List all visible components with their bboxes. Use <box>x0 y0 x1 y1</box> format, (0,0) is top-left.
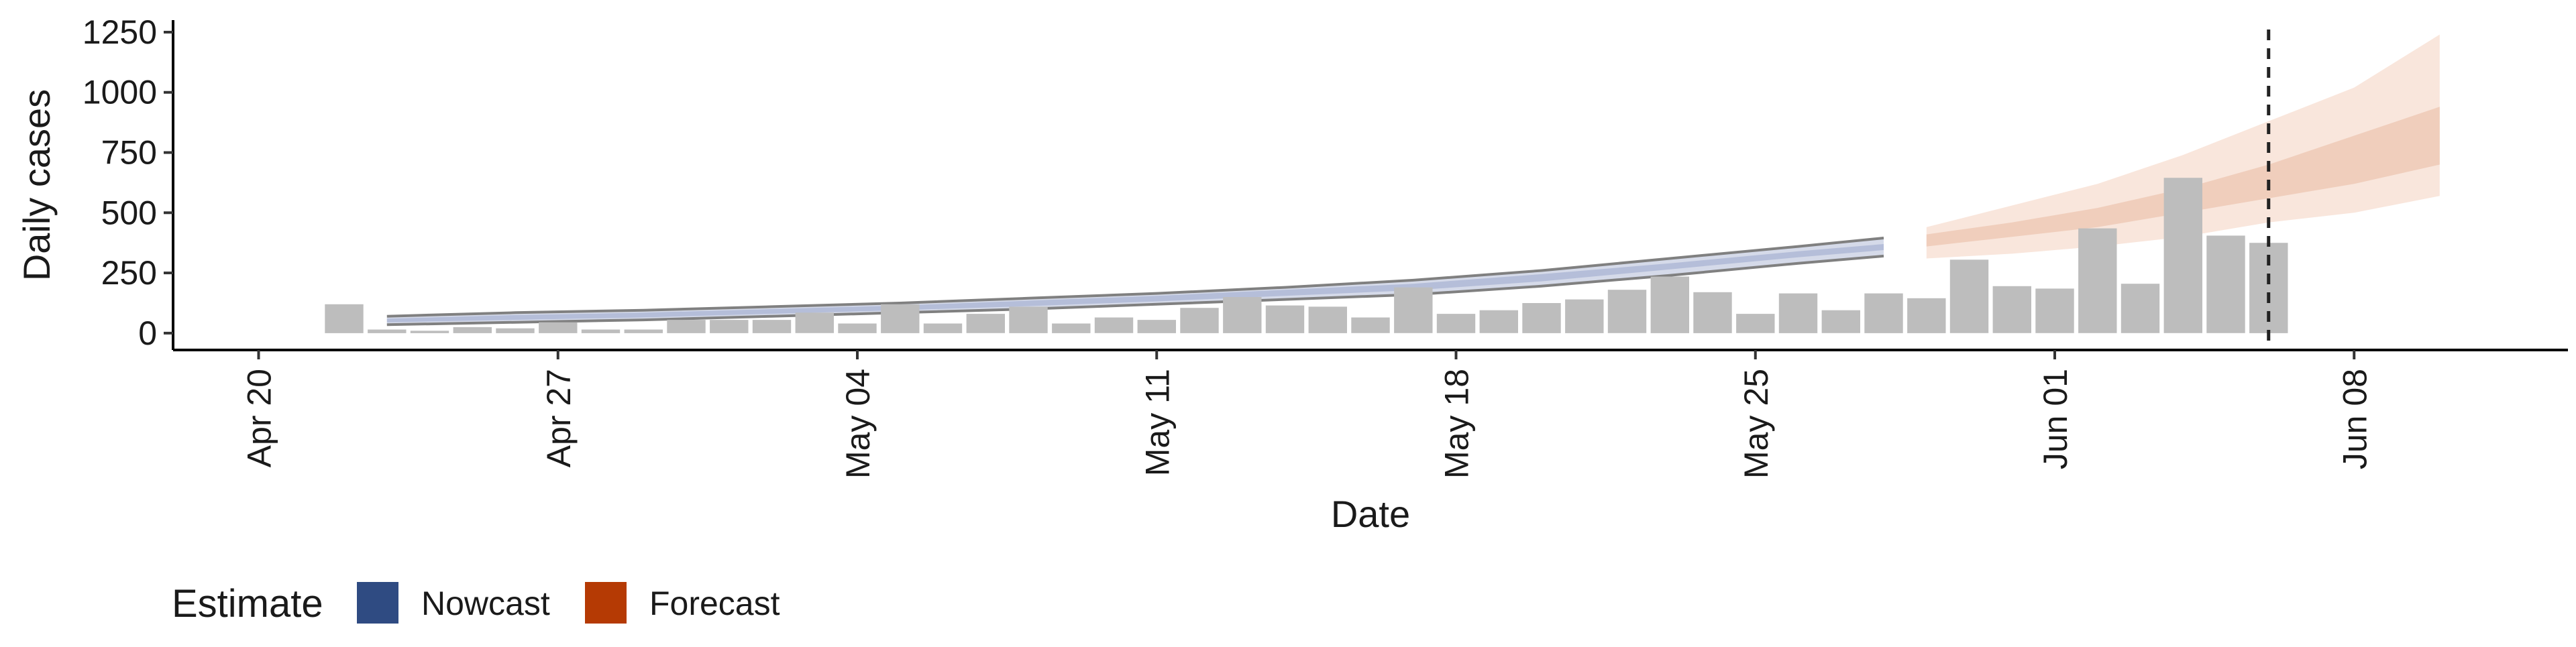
bar-2020-05-01 <box>710 320 749 333</box>
bar-2020-05-06 <box>923 323 963 333</box>
bar-2020-05-03 <box>795 312 834 333</box>
legend-label-nowcast: Nowcast <box>421 585 550 622</box>
nowcast-upper-line <box>386 237 1884 318</box>
axes: 0 250 500 750 1000 1250 Apr 20 Apr 27 May 04 May … <box>15 13 2568 535</box>
bar-2020-04-26 <box>496 328 535 333</box>
bar-2020-05-24 <box>1693 292 1732 333</box>
x-tick-label-2020-05-25: May 25 <box>1737 369 1775 479</box>
y-tick-label-0: 0 <box>138 314 157 352</box>
bar-2020-05-21 <box>1565 299 1604 333</box>
bar-2020-05-07 <box>966 314 1005 333</box>
bar-2020-06-01 <box>2035 288 2074 333</box>
bar-2020-04-24 <box>410 331 449 333</box>
bar-2020-05-17 <box>1394 287 1433 333</box>
x-tick-label-2020-05-11: May 11 <box>1138 369 1176 476</box>
bar-2020-05-23 <box>1650 276 1689 333</box>
bar-2020-05-20 <box>1522 303 1561 333</box>
bar-2020-04-30 <box>667 320 706 333</box>
forecast-bands <box>1926 34 2440 259</box>
bar-2020-05-04 <box>838 323 877 333</box>
nowcast-bands <box>386 237 1884 327</box>
y-tick-label-500: 500 <box>101 194 157 231</box>
bar-2020-04-28 <box>581 329 621 333</box>
bar-2020-05-30 <box>1949 259 1989 333</box>
bar-2020-05-26 <box>1778 293 1818 333</box>
bar-2020-05-08 <box>1009 306 1048 333</box>
forecast-outer-band <box>1926 34 2440 259</box>
bar-2020-05-15 <box>1308 306 1347 333</box>
x-tick-label-2020-06-01: Jun 01 <box>2037 369 2074 469</box>
bar-2020-04-23 <box>368 329 407 333</box>
bar-2020-05-09 <box>1052 323 1091 333</box>
x-tick-label-2020-05-18: May 18 <box>1438 369 1476 479</box>
bar-2020-04-27 <box>539 322 578 333</box>
x-axis-title: Date <box>1331 493 1410 535</box>
bar-2020-05-19 <box>1479 310 1518 333</box>
bar-2020-06-03 <box>2121 284 2160 333</box>
bar-2020-05-28 <box>1864 293 1903 333</box>
observed-bars <box>325 178 2288 333</box>
bar-2020-05-13 <box>1223 297 1262 333</box>
bar-2020-05-05 <box>881 304 920 333</box>
bar-2020-05-10 <box>1094 317 1134 333</box>
x-tick-label-2020-06-08: Jun 08 <box>2336 369 2373 469</box>
y-tick-label-750: 750 <box>101 134 157 172</box>
bar-2020-05-14 <box>1265 305 1305 333</box>
bar-2020-05-29 <box>1907 298 1946 333</box>
bar-2020-06-04 <box>2163 178 2202 333</box>
x-tick-label-2020-05-04: May 04 <box>839 369 877 479</box>
y-axis-title: Daily cases <box>15 89 58 281</box>
bar-2020-04-29 <box>624 329 663 333</box>
nowcast-lower-line <box>386 254 1884 327</box>
forecast-inner-band <box>1926 107 2440 247</box>
legend-label-forecast: Forecast <box>649 585 780 622</box>
legend: Estimate Nowcast Forecast <box>172 582 780 626</box>
bar-2020-05-16 <box>1351 317 1390 333</box>
y-tick-label-1000: 1000 <box>83 74 157 111</box>
bar-2020-04-25 <box>453 327 492 333</box>
bar-2020-05-12 <box>1180 308 1219 333</box>
legend-swatch-forecast <box>585 582 627 624</box>
x-tick-label-2020-04-27: Apr 27 <box>540 369 578 467</box>
bar-2020-04-22 <box>325 304 364 333</box>
y-tick-label-250: 250 <box>101 254 157 292</box>
legend-swatch-nowcast <box>357 582 398 624</box>
x-tick-label-2020-04-20: Apr 20 <box>241 369 278 467</box>
bar-2020-05-31 <box>1992 286 2031 333</box>
bar-2020-05-27 <box>1821 310 1860 333</box>
y-tick-label-1250: 1250 <box>83 13 157 51</box>
bar-2020-05-02 <box>752 320 792 333</box>
bar-2020-06-02 <box>2078 228 2117 333</box>
bar-2020-05-18 <box>1436 314 1476 333</box>
legend-title: Estimate <box>172 582 323 626</box>
bar-2020-05-22 <box>1607 290 1647 333</box>
bar-2020-05-25 <box>1736 314 1775 333</box>
bar-2020-05-11 <box>1137 320 1176 333</box>
bar-2020-06-05 <box>2206 235 2245 333</box>
